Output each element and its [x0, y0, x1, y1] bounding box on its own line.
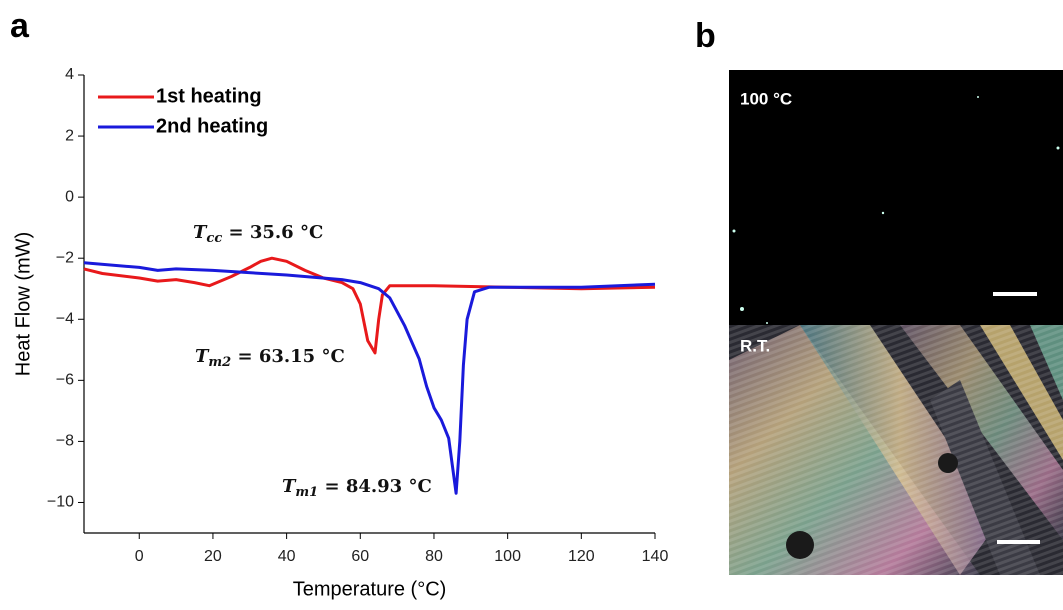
x-tick-label: 60: [351, 548, 369, 565]
image-label: R.T.: [740, 336, 770, 355]
panel-label: b: [695, 17, 716, 55]
y-tick-label: −6: [56, 372, 74, 389]
scale-bar: [997, 540, 1040, 544]
micrograph-hot: [729, 70, 1063, 325]
x-tick-label: 120: [568, 548, 595, 565]
y-tick-label: −4: [56, 310, 74, 327]
x-tick-label: 100: [494, 548, 521, 565]
y-tick-label: 4: [65, 66, 74, 83]
micrograph-rt: [729, 325, 1063, 575]
y-tick-label: −8: [56, 433, 74, 450]
legend-label: 2nd heating: [156, 115, 268, 137]
annotation-symbol: T: [193, 222, 208, 243]
panel-label: a: [10, 7, 30, 45]
specks: [732, 96, 1060, 324]
x-tick-label: 40: [278, 548, 296, 565]
x-tick-label: 20: [204, 548, 222, 565]
data-line: [83, 256, 656, 355]
legend-label: 1st heating: [156, 85, 262, 107]
y-tick-label: −2: [56, 249, 74, 266]
image-label: 100 °C: [740, 89, 792, 108]
annotation-subscript: cc: [206, 231, 222, 246]
annotation-text: = 63.15 °C: [231, 346, 345, 367]
y-tick-label: 0: [65, 188, 74, 205]
y-tick-label: 2: [65, 127, 74, 144]
annotation-subscript: m2: [208, 355, 231, 370]
annotation-symbol: T: [282, 476, 297, 497]
x-tick-label: 0: [135, 548, 144, 565]
annotation-symbol: T: [195, 346, 210, 367]
annotation-text: = 35.6 °C: [222, 222, 323, 243]
y-axis-label: Heat Flow (mW): [12, 232, 34, 376]
y-tick-label: −10: [47, 494, 74, 511]
annotation-text: = 84.93 °C: [318, 476, 432, 497]
scale-bar: [993, 292, 1037, 296]
x-axis-label: Temperature (°C): [293, 578, 447, 600]
annotation: Tm1 = 84.93 °C: [282, 476, 432, 500]
chart: 0 20 40 60 80 100 120 140 −10 −8 −6 −4 −2 0 2 4 Temperat…: [12, 66, 668, 600]
x-tick-label: 140: [642, 548, 669, 565]
annotation: Tcc = 35.6 °C: [193, 222, 323, 246]
x-tick-label: 80: [425, 548, 443, 565]
annotation: Tm2 = 63.15 °C: [195, 346, 345, 370]
annotation-subscript: m1: [295, 485, 318, 500]
data-line: [83, 261, 656, 495]
